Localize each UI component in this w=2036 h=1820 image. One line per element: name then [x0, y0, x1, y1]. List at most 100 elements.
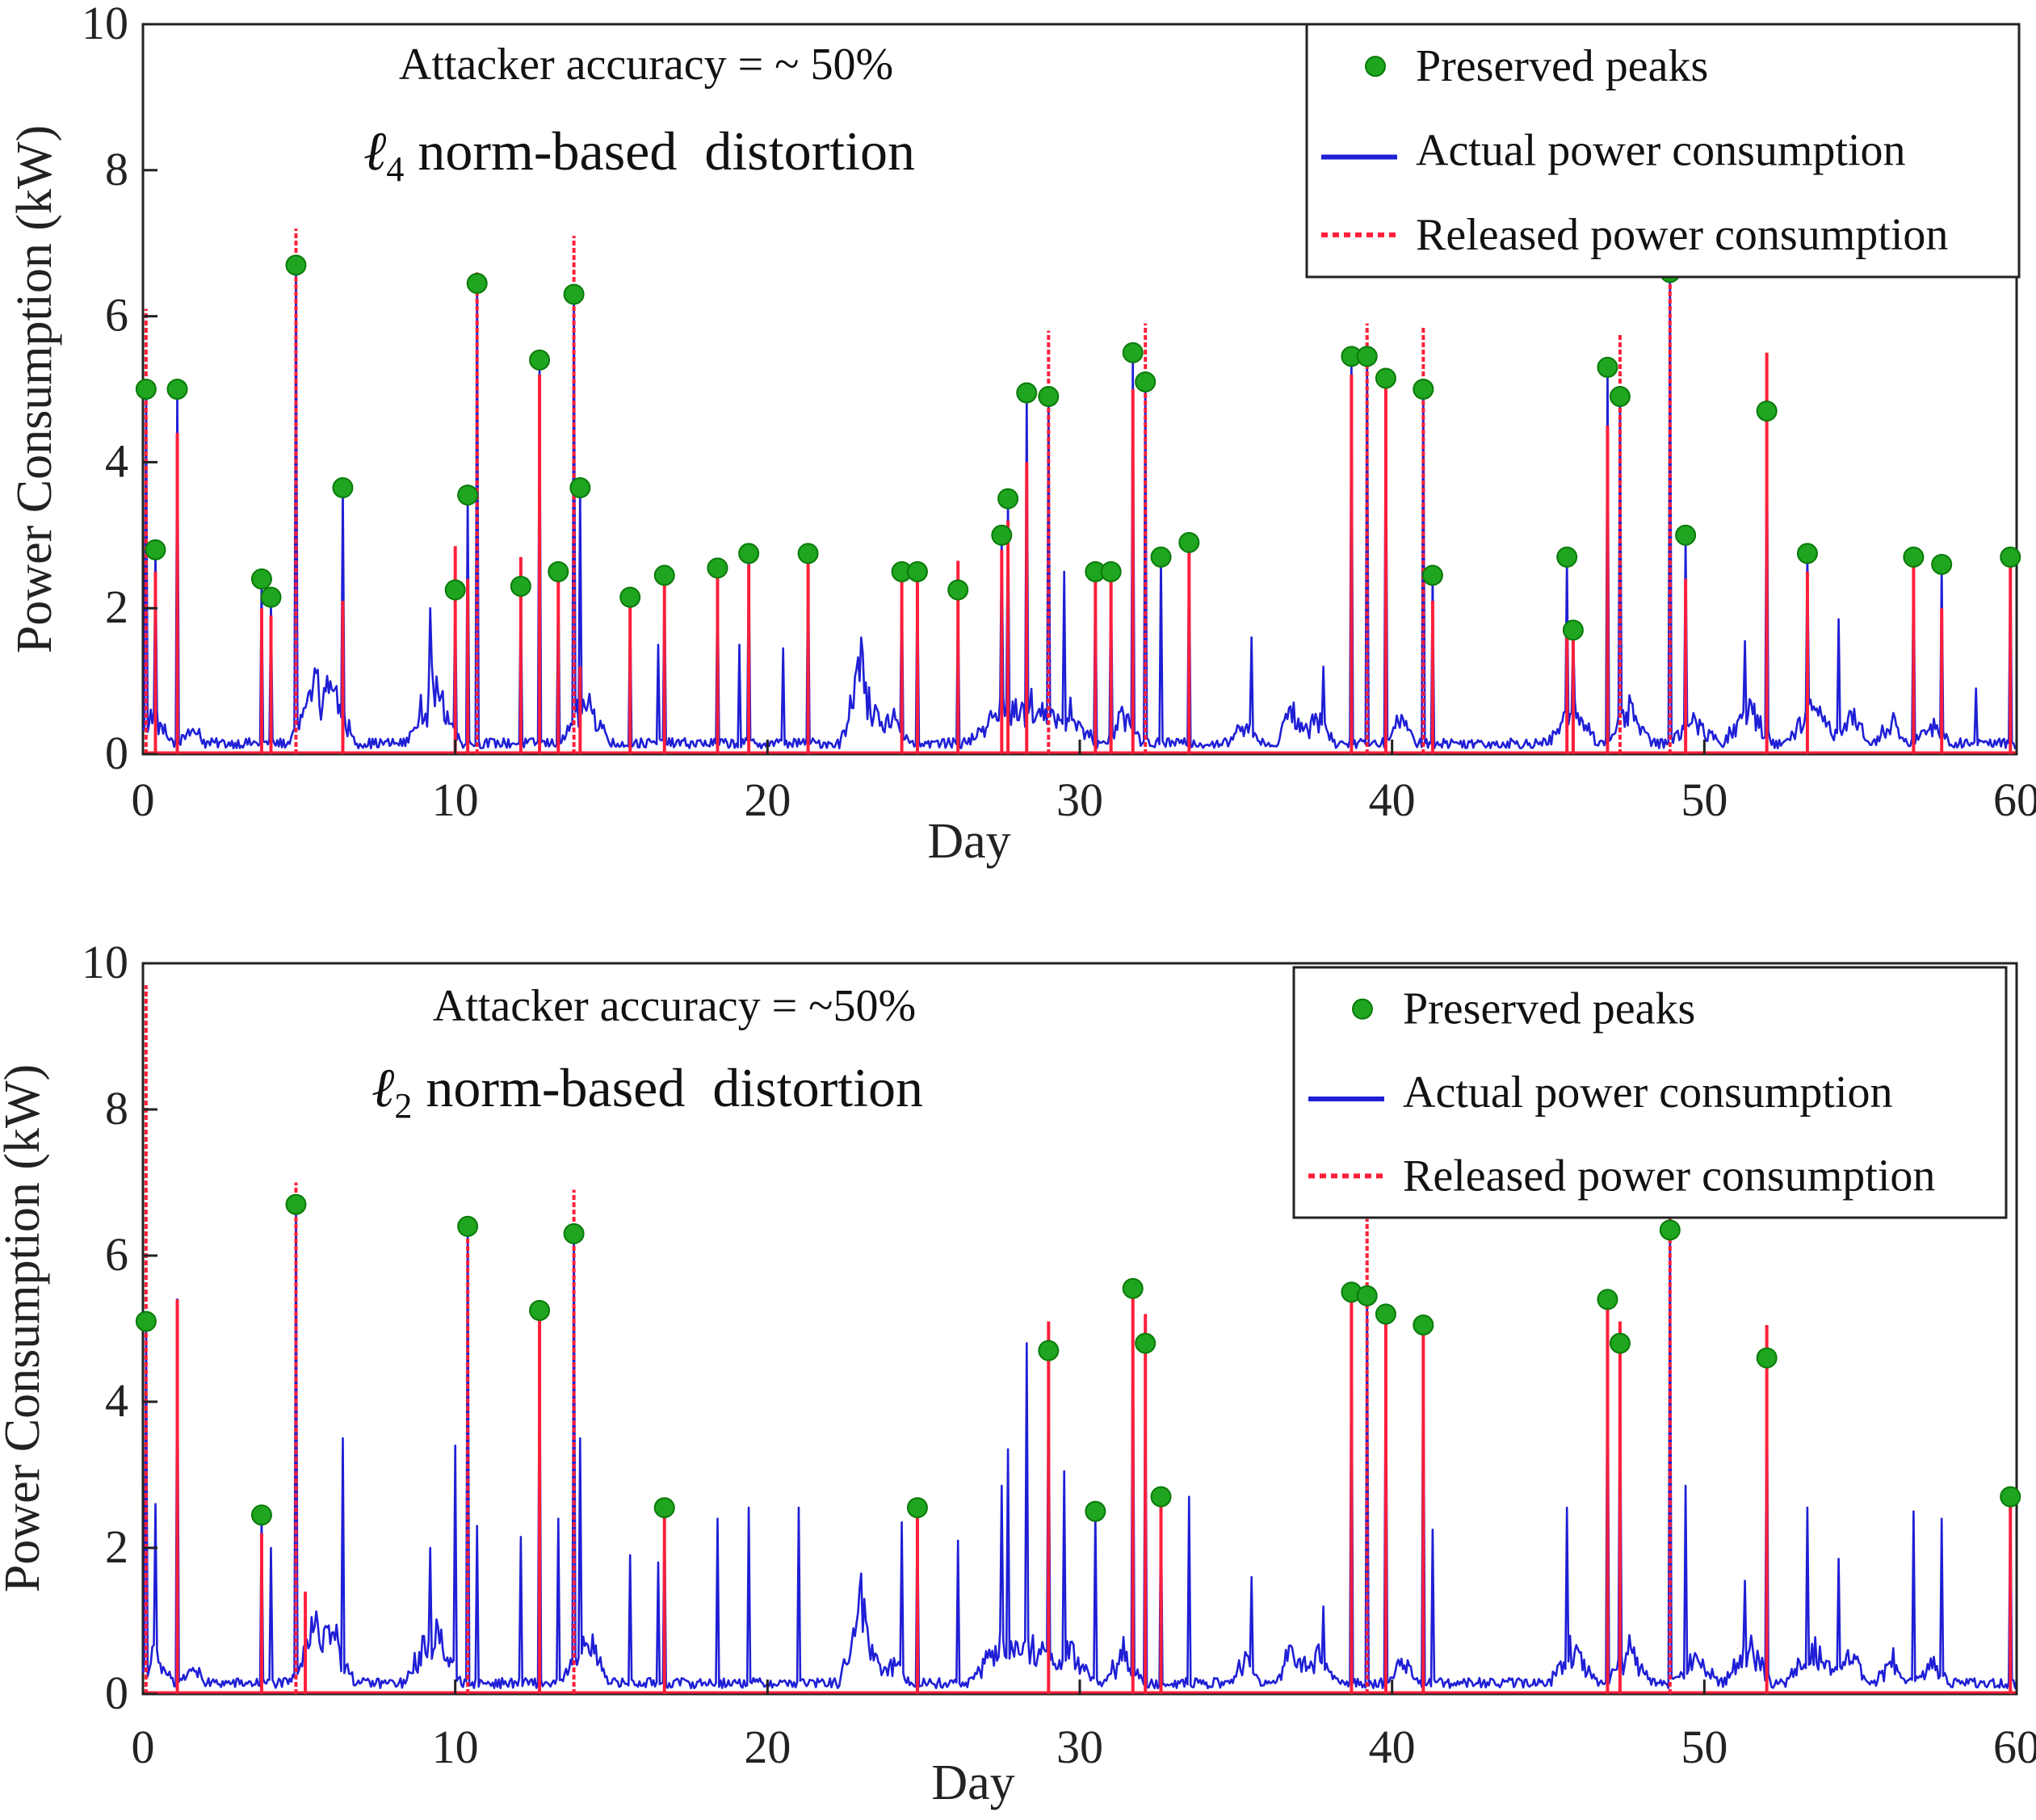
x-axis-title: Day [927, 814, 1010, 869]
y-tick-label-0: 0 [105, 727, 128, 779]
preserved-peak-25 [1016, 382, 1038, 404]
preserved-peak-32 [1178, 531, 1200, 553]
preserved-peak-4 [260, 586, 282, 608]
legend-label-2: Actual power consumption [1416, 126, 1906, 176]
preserved-peak-6 [653, 1497, 675, 1519]
y-tick-label-4: 8 [105, 1082, 128, 1134]
subtitle-norm-index: 4 [386, 149, 404, 189]
preserved-peak-10 [1122, 1277, 1144, 1299]
preserved-peak-16 [653, 564, 675, 586]
preserved-peak-20 [1756, 1347, 1778, 1369]
legend-label-3: Released power consumption [1403, 1151, 1935, 1201]
actual-power-line [141, 1203, 2018, 1690]
preserved-peak-43 [1675, 524, 1697, 546]
y-tick-label-2: 4 [105, 434, 128, 487]
preserved-peak-36 [1413, 379, 1434, 400]
y-tick-label-4: 8 [105, 143, 128, 195]
x-tick-label-2: 20 [744, 1721, 791, 1773]
legend-marker-peaks [1352, 998, 1373, 1020]
preserved-peak-11 [529, 349, 551, 371]
preserved-peak-37 [1421, 564, 1443, 586]
preserved-peak-28 [1100, 561, 1122, 582]
distortion-subtitle: ℓ4 norm-based distortion [363, 120, 915, 189]
x-tick-label-5: 50 [1681, 774, 1727, 826]
subtitle-ell: ℓ [372, 1057, 394, 1118]
preserved-peak-12 [1150, 1486, 1172, 1508]
preserved-peak-21 [2000, 1486, 2021, 1508]
legend-marker-peaks [1365, 56, 1386, 78]
x-tick-label-6: 60 [1993, 774, 2036, 826]
subtitle-text: norm-based distortion [404, 120, 915, 182]
preserved-peak-19 [1659, 1219, 1681, 1241]
preserved-peak-0 [135, 1310, 157, 1332]
preserved-peak-30 [1135, 371, 1157, 392]
preserved-peak-13 [563, 283, 585, 305]
x-tick-label-0: 0 [132, 774, 155, 826]
preserved-peak-38 [1556, 546, 1578, 568]
preserved-peak-47 [1931, 553, 1953, 575]
preserved-peak-8 [457, 484, 479, 506]
x-tick-label-5: 50 [1681, 1721, 1727, 1773]
preserved-peak-14 [569, 477, 591, 499]
legend-label-2: Actual power consumption [1403, 1067, 1893, 1118]
subtitle-ell: ℓ [363, 120, 386, 182]
preserved-peak-16 [1413, 1314, 1434, 1336]
x-tick-label-1: 10 [432, 774, 479, 826]
x-tick-label-1: 10 [432, 1721, 479, 1773]
preserved-peak-18 [1609, 1332, 1631, 1354]
x-tick-label-4: 40 [1369, 774, 1416, 826]
preserved-peak-1 [145, 539, 166, 560]
legend-label-3: Released power consumption [1416, 210, 1948, 260]
preserved-peak-3 [250, 568, 272, 590]
x-tick-label-3: 30 [1056, 1721, 1103, 1773]
preserved-peak-18 [738, 543, 760, 564]
preserved-peak-2 [285, 1193, 307, 1215]
preserved-peak-46 [1903, 546, 1925, 568]
legend-label-1: Preserved peaks [1416, 41, 1708, 91]
preserved-peak-40 [1597, 356, 1618, 378]
y-tick-label-1: 2 [105, 581, 128, 633]
preserved-peak-4 [529, 1299, 551, 1321]
preserved-peak-29 [1122, 342, 1144, 363]
y-tick-label-1: 2 [105, 1520, 128, 1573]
preserved-peak-17 [1597, 1289, 1618, 1310]
distortion-subtitle: ℓ2 norm-based distortion [372, 1057, 923, 1126]
legend-box [1305, 23, 2021, 279]
y-axis-title: Power Consumption (kW) [0, 1064, 50, 1592]
preserved-peak-12 [548, 561, 569, 582]
x-tick-label-0: 0 [132, 1721, 155, 1773]
legend-label-1: Preserved peaks [1403, 984, 1695, 1034]
y-tick-label-5: 10 [82, 936, 128, 988]
preserved-peak-22 [947, 579, 969, 601]
chart-panel-2: 0 2 4 6 8 10 0 10 20 30 40 50 60 Day Power Consumption… [0, 936, 2036, 1810]
preserved-peak-34 [1356, 346, 1378, 367]
y-tick-label-3: 6 [105, 1228, 128, 1281]
preserved-peak-3 [457, 1215, 479, 1237]
accuracy-annotation: Attacker accuracy = ~ 50% [399, 40, 893, 90]
preserved-peak-35 [1375, 367, 1396, 389]
y-tick-label-3: 6 [105, 289, 128, 342]
preserved-peak-23 [991, 524, 1013, 546]
preserved-peak-48 [2000, 546, 2021, 568]
preserved-peak-21 [906, 561, 928, 582]
preserved-peak-7 [906, 1497, 928, 1519]
preserved-peak-17 [707, 557, 728, 579]
preserved-peak-5 [563, 1222, 585, 1244]
preserved-peak-41 [1609, 386, 1631, 408]
y-tick-label-0: 0 [105, 1667, 128, 1719]
preserved-peak-31 [1150, 546, 1172, 568]
preserved-peak-10 [510, 576, 531, 598]
chart-panel-1: 0 2 4 6 8 10 0 10 20 30 40 50 60 Day Power Consumption… [7, 0, 2036, 869]
preserved-peak-15 [619, 586, 641, 608]
y-tick-label-2: 4 [105, 1374, 128, 1427]
y-tick-label-5: 10 [82, 0, 128, 49]
preserved-peak-0 [135, 379, 157, 400]
legend: Preserved peaks Actual power consumption R… [1305, 23, 2021, 279]
x-tick-label-6: 60 [1993, 1721, 2036, 1773]
preserved-peak-45 [1796, 543, 1818, 564]
preserved-peak-8 [1038, 1340, 1060, 1361]
preserved-peak-9 [1085, 1500, 1106, 1522]
legend-box [1292, 966, 2008, 1219]
subtitle-text: norm-based distortion [412, 1057, 923, 1118]
